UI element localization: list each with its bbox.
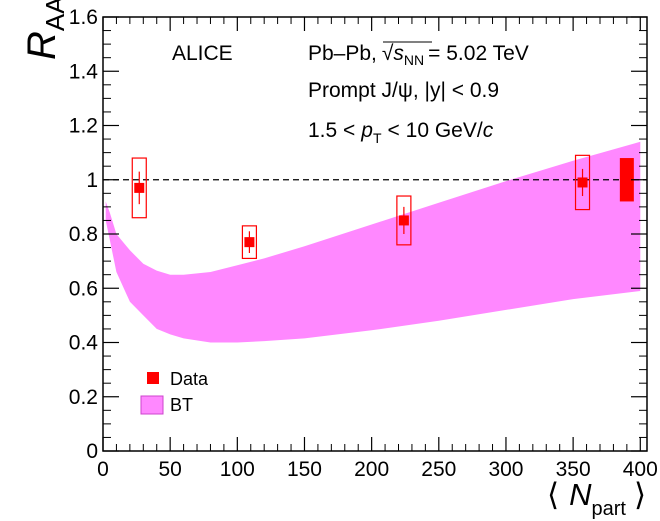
bt-band [105,141,641,343]
x-tick-label-0: 0 [97,458,109,481]
data-layer [131,154,634,260]
pt-lower: 1.5 < [308,119,355,142]
sqrt-sign: √ [382,42,394,65]
y-axis-title: RAA [20,0,70,60]
legend-data-label: Data [170,369,209,389]
y-tick-label-4: 0.8 [69,223,98,246]
y-tick-label-0: 0 [86,440,98,463]
y-tick-label-7: 1.4 [69,60,99,83]
legend-bt-marker [140,395,164,415]
legend: Data BT [140,369,209,415]
bt-band-layer [105,141,641,343]
y-tick-label-8: 1.6 [69,6,98,29]
x-axis-title-main: N [569,477,592,512]
data-point-1 [244,237,255,248]
system-label: Pb–Pb, √sNN = 5.02 TeV [308,42,529,68]
x-tick-label-6: 300 [488,458,523,481]
x-axis-title-close: ⟩ [634,477,646,512]
energy-value: = 5.02 TeV [428,42,529,65]
x-tick-label-1: 50 [158,458,181,481]
legend-bt-label: BT [170,395,193,415]
data-point-3 [577,177,588,188]
legend-data-marker [147,372,159,384]
axis-layer: 0 50 100 150 200 250 300 350 400 0 0.2 0.4 0.6 0.8 1 1.… [69,6,658,481]
experiment-label: ALICE [172,42,233,65]
x-tick-label-4: 200 [354,458,389,481]
pt-c: c [483,119,494,142]
data-sys-box-1 [241,225,258,260]
x-tick-label-8: 400 [623,458,658,481]
x-tick-label-7: 350 [556,458,591,481]
y-tick-label-2: 0.4 [69,332,99,355]
x-axis-title: ⟨ Npart ⟩ [547,477,646,520]
pt-upper: < 10 GeV/ [388,119,483,142]
particle-label: Prompt J/ψ, |y| < 0.9 [308,79,499,102]
s-symbol: s [393,42,404,65]
x-tick-label-5: 250 [421,458,456,481]
pt-range-label: 1.5 < pT < 10 GeV/c [308,119,494,146]
data-sys-box-3 [574,154,591,211]
x-tick-label-2: 100 [220,458,255,481]
y-tick-label-6: 1.2 [69,115,98,138]
data-sys-box-2 [396,195,412,246]
data-sys-box-0 [131,157,147,219]
global-uncertainty-box [619,158,634,202]
y-axis-title-sub: AA [40,0,70,31]
data-point-2 [398,215,409,226]
x-tick-label-3: 150 [287,458,322,481]
y-tick-label-5: 1 [86,169,98,192]
system-name: Pb–Pb, [308,42,377,65]
pt-subscript: T [373,130,382,146]
s-subscript: NN [404,52,424,68]
y-tick-label-1: 0.2 [69,386,98,409]
x-axis-title-sub: part [592,498,627,520]
y-axis-title-main: R [20,31,64,60]
x-axis-title-open: ⟨ [547,477,559,512]
y-tick-label-3: 0.6 [69,277,98,300]
pt-symbol: p [360,119,373,142]
data-point-0 [134,182,145,193]
